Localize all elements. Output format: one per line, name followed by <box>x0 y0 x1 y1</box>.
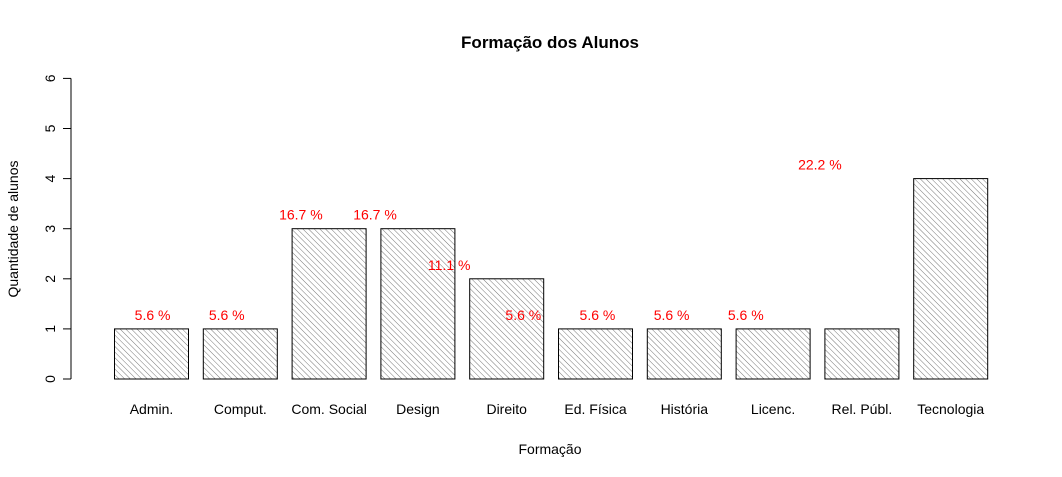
y-tick-label: 3 <box>42 225 58 233</box>
bar <box>469 278 545 380</box>
bar <box>735 328 811 380</box>
percent-labels: 5.6 % 5.6 % 16.7 % 16.7 % 11.1 % 5.6 % 5.6 % 5.… <box>135 157 842 323</box>
x-tick-label: Ed. Física <box>564 401 626 417</box>
percent-label: 11.1 % <box>428 257 471 273</box>
x-tick-label: História <box>661 401 709 417</box>
percent-label: 5.6 % <box>135 307 171 323</box>
bar <box>291 228 367 380</box>
bars <box>114 178 989 380</box>
y-tick-label: 5 <box>42 124 58 132</box>
bar <box>202 328 278 380</box>
y-axis: 0 1 2 3 4 5 6 <box>42 74 72 383</box>
percent-label: 5.6 % <box>580 307 616 323</box>
bar <box>913 178 989 380</box>
percent-label: 5.6 % <box>209 307 245 323</box>
chart-title: Formação dos Alunos <box>461 33 639 52</box>
bar <box>824 328 900 380</box>
percent-label: 5.6 % <box>505 307 541 323</box>
x-tick-label: Direito <box>486 401 527 417</box>
x-tick-label: Comput. <box>214 401 267 417</box>
bar <box>558 328 633 380</box>
y-tick-label: 4 <box>42 174 58 182</box>
percent-label: 5.6 % <box>654 307 690 323</box>
bar <box>114 328 189 380</box>
x-tick-label: Admin. <box>130 401 174 417</box>
percent-label: 22.2 % <box>798 157 842 173</box>
y-tick-label: 6 <box>42 74 58 82</box>
percent-label: 5.6 % <box>728 307 764 323</box>
x-tick-label: Rel. Públ. <box>832 401 893 417</box>
percent-label: 16.7 % <box>279 207 323 223</box>
x-tick-label: Design <box>396 401 440 417</box>
x-tick-label: Com. Social <box>291 401 366 417</box>
x-tick-label: Licenc. <box>751 401 795 417</box>
y-tick-label: 0 <box>42 375 58 383</box>
y-tick-label: 2 <box>42 275 58 283</box>
bar <box>380 228 456 380</box>
x-tick-label: Tecnologia <box>917 401 984 417</box>
percent-label: 16.7 % <box>353 207 397 223</box>
x-axis-label: Formação <box>518 441 581 457</box>
bar <box>646 328 722 380</box>
y-tick-label: 1 <box>42 325 58 333</box>
y-axis-label: Quantidade de alunos <box>5 161 21 298</box>
x-tick-labels: Admin. Comput. Com. Social Design Direito Ed.… <box>130 401 985 417</box>
